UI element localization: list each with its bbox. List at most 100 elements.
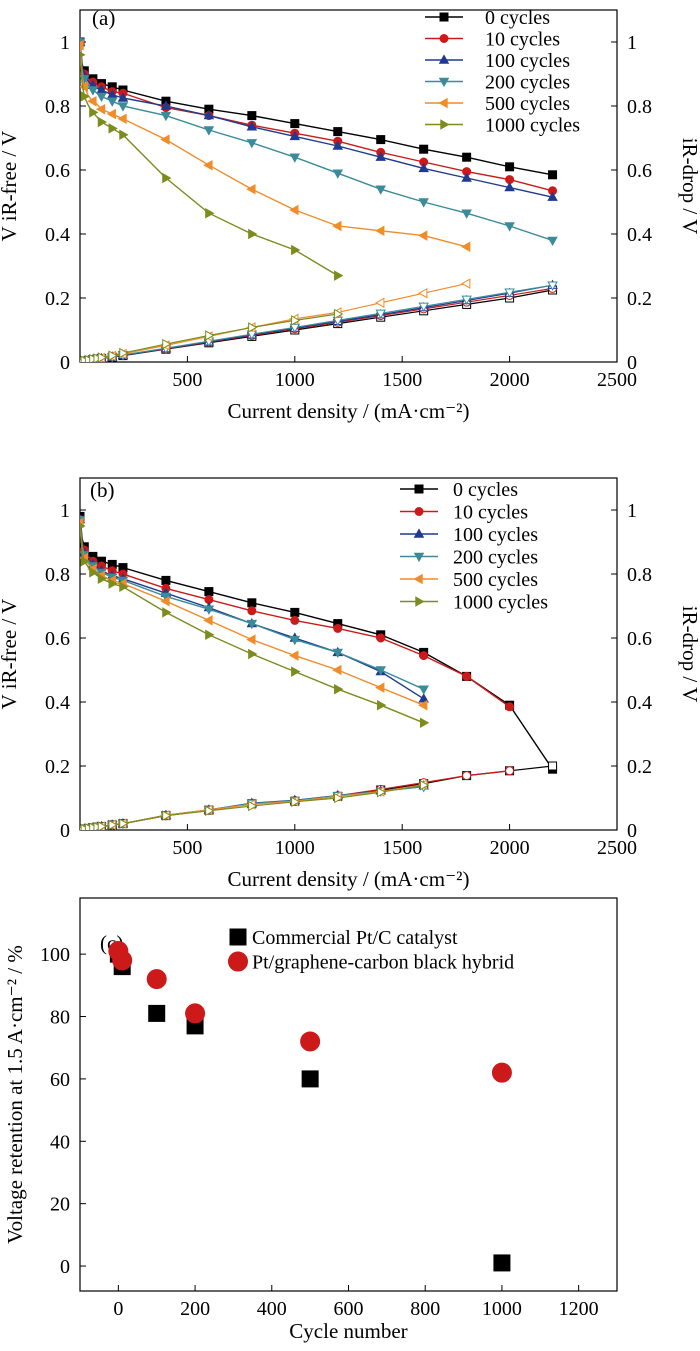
y-tick-label: 0 <box>60 352 70 374</box>
ir-drop-point <box>205 330 215 341</box>
y-tick-label: 0.2 <box>45 288 70 310</box>
x-tick-label: 1000 <box>482 1298 522 1320</box>
y-tick-label: 1 <box>60 500 70 522</box>
data-point <box>89 567 99 578</box>
series-commercial-pt-c-catalyst <box>109 945 511 1272</box>
plot-frame <box>79 9 618 363</box>
data-point <box>203 605 215 615</box>
legend-label: 0 cycles <box>485 7 550 29</box>
data-point <box>205 207 215 219</box>
ir-drop-point <box>419 779 430 791</box>
ir-drop-point <box>462 771 472 781</box>
data-point <box>247 111 257 121</box>
ir-drop-point <box>334 308 344 320</box>
data-point <box>162 607 172 618</box>
data-point <box>246 121 258 131</box>
data-point <box>505 162 515 172</box>
legend-label: 0 cycles <box>453 479 518 501</box>
data-point <box>491 1062 512 1083</box>
data-point <box>246 139 258 149</box>
legend-item: 500 cycles <box>425 93 570 115</box>
data-point <box>332 220 342 232</box>
ir-drop-point <box>334 792 344 804</box>
ir-drop-point <box>418 302 429 312</box>
data-point <box>146 969 167 990</box>
series-200-cycles <box>80 515 429 830</box>
y-tick-label: 1 <box>60 32 70 54</box>
data-point <box>248 228 258 240</box>
y-axis-title: V iR-free / V <box>0 599 21 710</box>
data-point <box>375 225 385 237</box>
y2-tick-label: 0.2 <box>627 288 652 310</box>
series-500-cycles <box>80 39 471 362</box>
data-point <box>300 1031 321 1052</box>
y-tick-label: 0.6 <box>45 628 70 650</box>
x-tick-label: 1000 <box>275 837 315 859</box>
data-point <box>462 671 472 681</box>
y-axis-title: Voltage retention at 1.5 A·cm⁻² / % <box>3 945 27 1244</box>
ir-drop-point <box>248 322 258 333</box>
data-point <box>462 152 472 162</box>
y2-tick-label: 0.4 <box>627 224 652 246</box>
legend-marker <box>413 528 425 538</box>
ir-drop-point <box>291 315 301 326</box>
legend-label: 100 cycles <box>485 50 570 72</box>
data-point <box>493 1254 511 1272</box>
series-100-cycles <box>80 513 429 830</box>
data-point <box>108 578 118 589</box>
data-layer <box>80 36 558 362</box>
data-point <box>117 102 129 112</box>
ir-drop-point <box>108 819 118 830</box>
data-point <box>332 169 344 179</box>
x-tick-label: 1000 <box>275 369 315 391</box>
data-point <box>106 97 118 107</box>
x-axis-title: Current density / (mA·cm⁻²) <box>228 399 470 423</box>
data-point <box>504 181 515 192</box>
ir-drop-point <box>375 309 386 319</box>
legend-item: 100 cycles <box>400 524 538 546</box>
y2-tick-label: 0 <box>627 352 637 374</box>
data-point <box>289 204 299 216</box>
legend-marker <box>415 596 425 607</box>
data-point <box>461 241 471 253</box>
ir-drop-point <box>162 338 172 350</box>
data-point <box>204 587 214 597</box>
data-point <box>418 693 429 703</box>
legend-item: Pt/graphene-carbon black hybrid <box>228 951 514 974</box>
ir-drop-point <box>375 297 385 309</box>
legend-label: 200 cycles <box>453 547 538 569</box>
ir-drop-point <box>289 323 301 334</box>
y-tick-label: 0 <box>60 1256 70 1278</box>
data-point <box>461 172 472 182</box>
x-tick-label: 1500 <box>382 837 422 859</box>
data-point <box>87 95 97 107</box>
data-point <box>96 92 107 103</box>
series-pt-graphene-carbon-black-hybrid <box>108 941 512 1083</box>
data-point <box>418 699 428 711</box>
data-point <box>87 86 99 96</box>
x-axis-title: Current density / (mA·cm⁻²) <box>228 867 470 891</box>
legend-marker <box>414 484 424 494</box>
y2-tick-label: 0 <box>627 820 637 842</box>
data-point <box>505 702 515 712</box>
ir-drop-point <box>461 295 472 305</box>
legend-marker <box>438 77 450 88</box>
data-point <box>548 170 558 180</box>
series-10-cycles <box>80 515 515 830</box>
x-tick-label: 2500 <box>597 837 637 859</box>
data-point <box>117 92 129 102</box>
data-point <box>117 113 127 125</box>
y2-tick-label: 1 <box>627 32 637 54</box>
data-point <box>289 635 301 646</box>
series-line <box>80 41 553 192</box>
data-point <box>203 159 213 171</box>
legend-label: 10 cycles <box>453 502 528 524</box>
legend-item: 10 cycles <box>425 29 560 51</box>
legend-marker <box>439 12 449 22</box>
chart-panel-c: 0 200 400 600 800 1000 1200 0 20 40 60 80 100 Cycle n… <box>3 897 618 1343</box>
x-tick-label: 600 <box>334 1298 364 1320</box>
data-point <box>160 595 170 607</box>
legend-label: 200 cycles <box>485 72 570 94</box>
legend-marker <box>440 119 450 130</box>
